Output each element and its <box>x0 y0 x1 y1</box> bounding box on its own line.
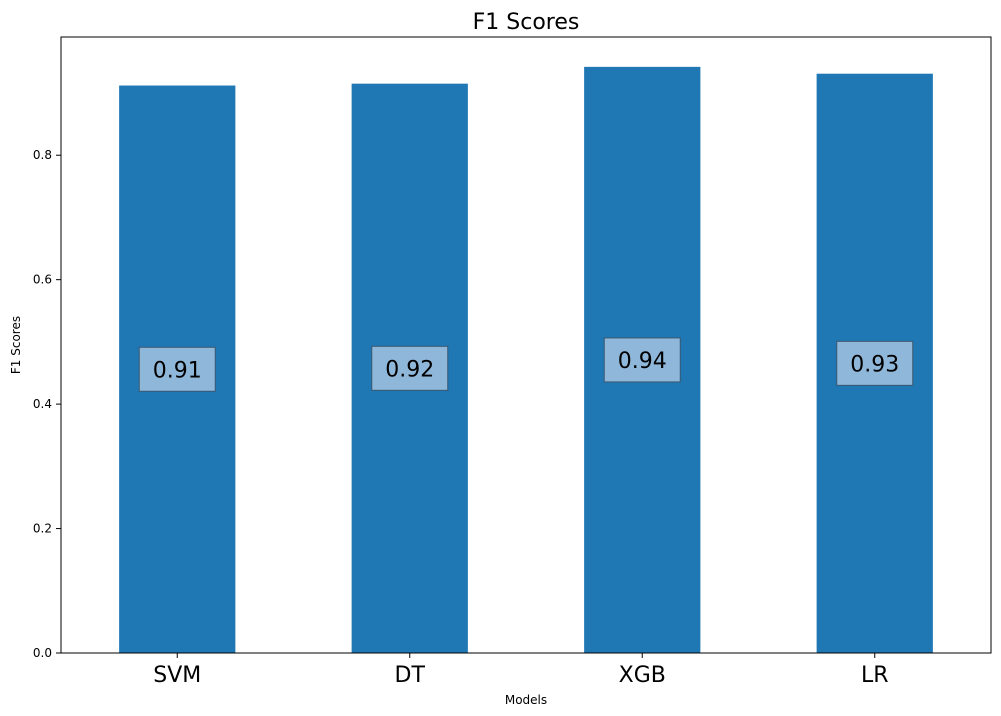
y-axis-ticks: 0.0 0.2 0.4 0.6 0.8 <box>33 148 61 660</box>
chart-title: F1 Scores <box>473 10 580 35</box>
x-axis-ticks: SVM DT XGB LR <box>153 653 889 688</box>
bar-label-lr: 0.93 <box>850 352 899 377</box>
bar-label-box-xgb <box>603 337 681 383</box>
bar-label-dt: 0.92 <box>385 357 434 382</box>
y-tick-label: 0.2 <box>33 522 52 536</box>
x-tick-label-dt: DT <box>395 663 426 688</box>
bar-labels-group: 0.91 0.92 0.94 0.93 <box>138 337 914 392</box>
bar-label-svm: 0.91 <box>153 358 202 383</box>
x-tick-label-xgb: XGB <box>619 663 666 688</box>
bar-label-xgb: 0.94 <box>618 349 667 374</box>
plot-frame <box>60 36 992 654</box>
y-tick-label: 0.6 <box>33 273 52 287</box>
bar-label-box-lr <box>836 340 914 386</box>
x-tick-label-lr: LR <box>861 663 889 688</box>
y-tick-label: 0.0 <box>33 646 52 660</box>
x-axis-label: Models <box>505 693 547 707</box>
bar-label-box-svm <box>138 346 216 392</box>
y-tick-label: 0.8 <box>33 148 52 162</box>
y-axis-label: F1 Scores <box>9 316 23 374</box>
x-tick-label-svm: SVM <box>153 663 201 688</box>
bars-group <box>119 66 933 654</box>
bar-label-box-dt <box>371 345 449 391</box>
y-tick-label: 0.4 <box>33 397 52 411</box>
